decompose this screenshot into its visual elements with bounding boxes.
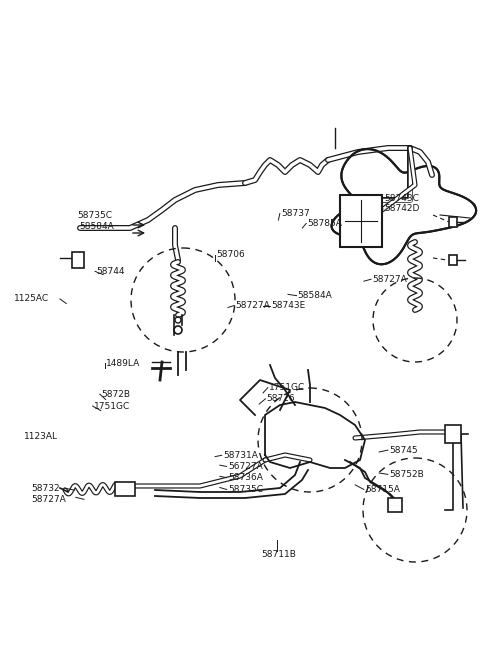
Text: 58584A: 58584A (79, 222, 114, 231)
Text: 58711B: 58711B (262, 550, 297, 559)
Bar (445, 425, 461, 443)
Text: 58744: 58744 (96, 267, 124, 276)
Text: 58735C: 58735C (77, 211, 112, 220)
Text: 58731A: 58731A (223, 451, 258, 460)
Bar (388, 498, 402, 512)
Bar (115, 482, 135, 496)
Text: 58706: 58706 (216, 250, 245, 260)
Text: 5872B: 5872B (101, 390, 130, 399)
Text: 58785A: 58785A (307, 219, 342, 228)
Text: 58727A: 58727A (235, 301, 270, 310)
Text: 58732: 58732 (31, 484, 60, 493)
Text: 58736A: 58736A (228, 473, 263, 482)
Text: 58584A: 58584A (298, 291, 332, 300)
Text: 58742D: 58742D (384, 204, 420, 214)
Text: 58743E: 58743E (271, 301, 305, 310)
Bar (449, 217, 457, 227)
Text: 56727A: 56727A (228, 462, 263, 471)
Text: 58727A: 58727A (372, 275, 407, 284)
Text: 58752B: 58752B (389, 470, 423, 479)
Text: 1489LA: 1489LA (106, 359, 140, 368)
Bar (449, 255, 457, 265)
Bar (72, 252, 84, 268)
Text: 1751GC: 1751GC (94, 401, 130, 411)
Text: 58737: 58737 (281, 209, 310, 218)
Bar (340, 195, 382, 247)
Text: 1123AL: 1123AL (24, 432, 58, 442)
Text: 1751GC: 1751GC (269, 383, 305, 392)
Text: 58726: 58726 (266, 394, 295, 403)
Text: 58743C: 58743C (384, 194, 419, 203)
Text: 58735C: 58735C (228, 485, 263, 494)
Text: 58745: 58745 (389, 445, 418, 455)
Text: 58727A: 58727A (31, 495, 66, 504)
Polygon shape (265, 402, 365, 468)
Text: 58715A: 58715A (365, 485, 400, 494)
Text: 1125AC: 1125AC (14, 294, 49, 304)
Polygon shape (332, 149, 476, 264)
